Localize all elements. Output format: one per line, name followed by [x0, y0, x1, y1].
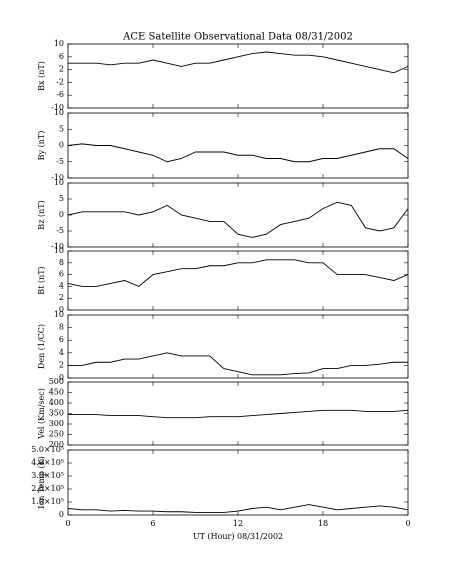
- y-tick-label: 2: [59, 360, 64, 369]
- x-tick-label: 12: [233, 519, 243, 528]
- y-tick-label: 2: [59, 293, 64, 302]
- y-tick-label: 4.0×10⁵: [31, 458, 64, 467]
- data-line: [68, 51, 409, 74]
- y-axis-label: Bz (nT): [37, 200, 46, 229]
- y-tick-label: 0: [59, 510, 64, 519]
- y-tick-label: 500: [49, 377, 64, 386]
- y-tick-label: 2.0×10⁵: [31, 484, 64, 493]
- panel-frame: [67, 43, 409, 109]
- x-tick-label: 18: [318, 519, 328, 528]
- data-line: [68, 352, 408, 376]
- y-tick-label: 4: [59, 348, 64, 357]
- y-tick-label: 6: [59, 335, 64, 344]
- panel-frame: [67, 112, 409, 179]
- y-tick-label: -2: [56, 77, 64, 86]
- y-tick-label: 250: [49, 430, 64, 439]
- y-axis-label: Bx (nT): [37, 61, 46, 91]
- y-tick-label: 0: [59, 141, 64, 150]
- data-line: [68, 409, 409, 419]
- y-tick-label: 10: [54, 108, 64, 117]
- y-tick-label: 10: [54, 178, 64, 187]
- y-tick-label: 3.0×10⁵: [31, 471, 64, 480]
- panel-frame: [67, 250, 409, 311]
- y-tick-label: -10: [51, 103, 64, 112]
- data-line: [67, 259, 409, 287]
- y-tick-label: 0: [59, 305, 64, 314]
- y-tick-label: 5: [59, 194, 64, 203]
- y-tick-label: 5.0×10⁵: [31, 445, 64, 454]
- y-axis-label: Den (1/CC): [37, 324, 46, 369]
- y-tick-label: 8: [59, 258, 64, 267]
- x-tick-label: 0: [405, 519, 410, 528]
- x-tick-label: 6: [150, 519, 155, 528]
- y-axis-label: By (nT): [37, 131, 46, 161]
- y-tick-label: 0: [59, 210, 64, 219]
- y-tick-label: 200: [49, 440, 64, 449]
- y-tick-label: 400: [49, 398, 64, 407]
- y-tick-label: -5: [56, 157, 64, 166]
- panel-frame: [67, 314, 409, 379]
- y-tick-label: 8: [59, 323, 64, 332]
- y-tick-label: 10: [54, 310, 64, 319]
- data-line: [67, 504, 409, 513]
- data-line: [67, 201, 409, 238]
- y-tick-label: -5: [56, 226, 64, 235]
- y-tick-label: 6: [59, 52, 64, 61]
- y-tick-label: 4: [59, 281, 64, 290]
- y-tick-label: 2: [59, 65, 64, 74]
- y-tick-label: 10: [54, 246, 64, 255]
- y-tick-label: -10: [51, 242, 64, 251]
- x-axis-label: UT (Hour) 08/31/2002: [193, 532, 283, 541]
- y-tick-label: 6: [59, 270, 64, 279]
- y-tick-label: 5: [59, 124, 64, 133]
- data-line: [67, 143, 409, 163]
- panel-frame: [67, 449, 409, 516]
- y-tick-label: 1.0×10⁵: [31, 497, 64, 506]
- y-tick-label: 0: [59, 373, 64, 382]
- y-axis-label: Ion Temp (K): [37, 456, 46, 509]
- y-tick-label: 450: [49, 388, 64, 397]
- chart-title: ACE Satellite Observational Data 08/31/2…: [122, 32, 353, 43]
- y-tick-label: -6: [56, 90, 64, 99]
- y-tick-label: 10: [54, 39, 64, 48]
- y-axis-label: Vel (Km/sec): [37, 388, 46, 440]
- y-tick-label: -10: [51, 173, 64, 182]
- y-tick-label: 350: [49, 409, 64, 418]
- y-axis-label: Bt (nT): [37, 266, 46, 294]
- panel-frame: [67, 381, 409, 446]
- y-tick-label: 300: [49, 419, 64, 428]
- x-tick-label: 0: [65, 519, 70, 528]
